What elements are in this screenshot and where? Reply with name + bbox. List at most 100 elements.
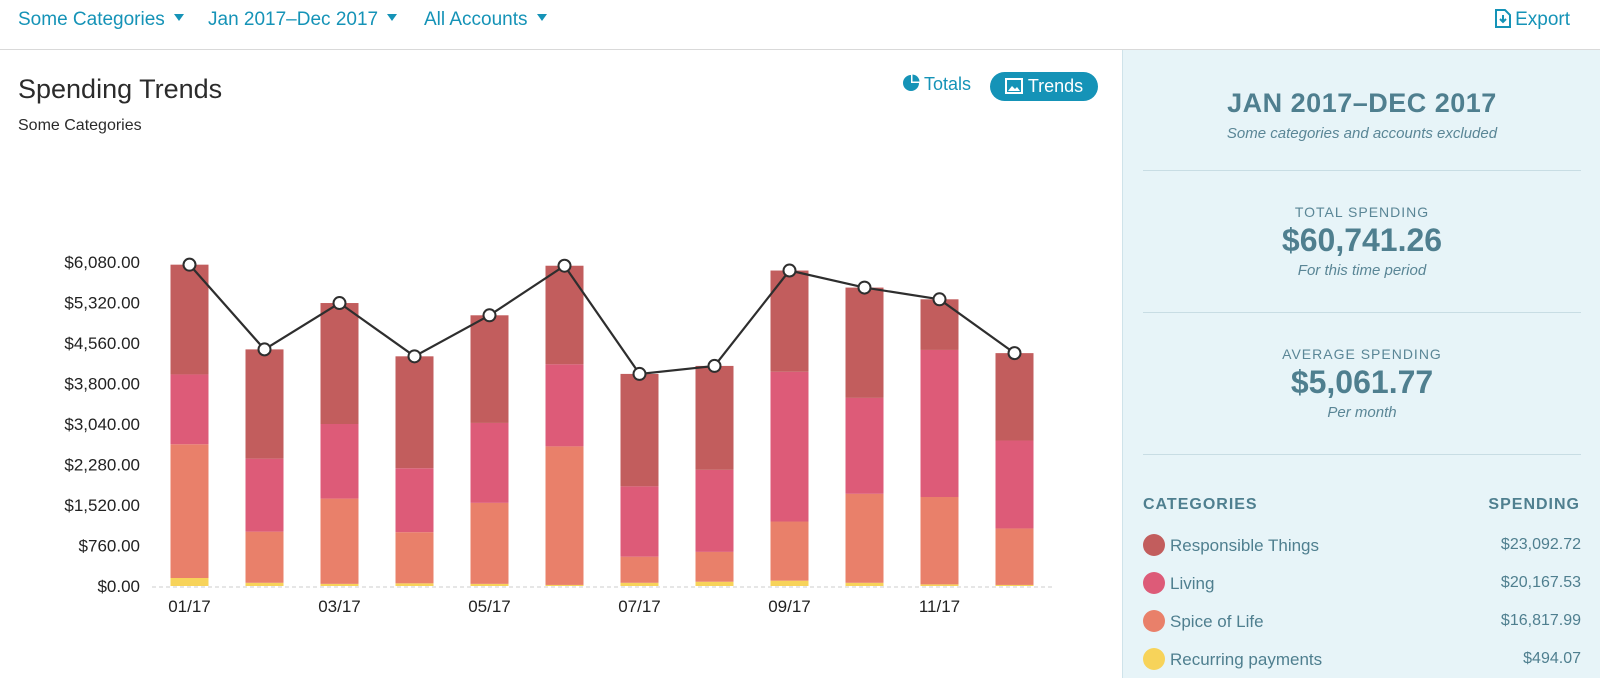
- date-range-dropdown[interactable]: Jan 2017–Dec 2017: [208, 9, 398, 31]
- category-row-recurring-payments[interactable]: Recurring payments $494.07: [1143, 648, 1581, 672]
- bar-segment-spice-of-life: [920, 497, 959, 585]
- y-tick-label: $6,080.00: [64, 253, 140, 272]
- pie-chart-icon: [903, 74, 920, 91]
- spending-header: SPENDING: [1488, 496, 1580, 513]
- top-filter-bar: Some Categories Jan 2017–Dec 2017 All Ac…: [0, 0, 1600, 50]
- category-name: Recurring payments: [1170, 650, 1323, 669]
- total-point: [932, 292, 947, 307]
- bar-segment-recurring-payments: [695, 581, 734, 586]
- y-tick-label: $0.00: [97, 577, 140, 596]
- x-tick-label: 05/17: [468, 597, 511, 616]
- page-title: Spending Trends: [18, 74, 223, 104]
- categories-header: CATEGORIES: [1143, 496, 1258, 513]
- accounts-filter-dropdown[interactable]: All Accounts: [424, 9, 547, 31]
- page-subtitle: Some Categories: [18, 117, 142, 134]
- total-point: [482, 308, 497, 323]
- category-color-dot: [1143, 648, 1165, 670]
- bar-segment-living: [695, 469, 734, 552]
- bar-segment-living: [170, 374, 209, 445]
- y-tick-label: $1,520.00: [64, 496, 140, 515]
- totals-view-button[interactable]: Totals: [902, 74, 971, 95]
- bar-segment-recurring-payments: [845, 582, 884, 586]
- total-point: [1007, 346, 1022, 361]
- total-point: [707, 358, 722, 373]
- bar-segment-spice-of-life: [395, 532, 434, 584]
- period-title: JAN 2017–DEC 2017: [1227, 88, 1497, 118]
- category-filter-dropdown[interactable]: Some Categories: [18, 9, 184, 31]
- bar-segment-spice-of-life: [695, 551, 734, 582]
- chevron-down-icon: [173, 14, 184, 21]
- bar-segment-spice-of-life: [845, 493, 884, 583]
- bar-segment-responsible-things: [170, 264, 209, 375]
- period-note: Some categories and accounts excluded: [1226, 125, 1498, 142]
- average-spending-value: $5,061.77: [1290, 364, 1434, 400]
- total-point: [557, 258, 572, 273]
- bar-segment-responsible-things: [995, 353, 1034, 441]
- bar-segment-responsible-things: [395, 356, 434, 469]
- total-trend-line: [188, 263, 1016, 376]
- bar-segment-responsible-things: [845, 287, 884, 398]
- date-range-label: Jan 2017–Dec 2017: [208, 9, 379, 30]
- y-tick-label: $2,280.00: [64, 456, 140, 475]
- category-filter-label: Some Categories: [18, 9, 165, 30]
- trends-view-label: Trends: [1027, 76, 1084, 96]
- bar-segment-living: [545, 364, 584, 447]
- total-point: [182, 257, 197, 272]
- bar-segment-living: [470, 422, 509, 503]
- summary-sidebar: JAN 2017–DEC 2017 Some categories and ac…: [1122, 50, 1600, 678]
- bar-segment-recurring-payments: [170, 578, 209, 586]
- bar-segment-recurring-payments: [995, 584, 1034, 586]
- bar-segment-living: [320, 424, 359, 499]
- chevron-down-icon: [387, 14, 398, 21]
- bar-segment-recurring-payments: [545, 584, 584, 586]
- total-point: [332, 296, 347, 311]
- bar-segment-recurring-payments: [920, 584, 959, 586]
- total-spending-note: For this time period: [1297, 262, 1427, 279]
- x-tick-label: 03/17: [318, 597, 361, 616]
- accounts-filter-label: All Accounts: [424, 9, 528, 30]
- bar-segment-living: [620, 486, 659, 557]
- bar-segment-recurring-payments: [395, 583, 434, 586]
- bar-segment-responsible-things: [470, 315, 509, 423]
- y-tick-label: $760.00: [79, 537, 140, 556]
- bar-segment-living: [245, 458, 284, 532]
- export-label: Export: [1515, 9, 1570, 30]
- category-row-responsible-things[interactable]: Responsible Things $23,092.72: [1143, 534, 1581, 558]
- divider: [1143, 454, 1581, 455]
- category-color-dot: [1143, 572, 1165, 594]
- bar-segment-responsible-things: [695, 365, 734, 470]
- y-tick-label: $4,560.00: [64, 334, 140, 353]
- bar-segment-spice-of-life: [545, 446, 584, 585]
- bar-segment-living: [395, 468, 434, 533]
- bar-segment-recurring-payments: [470, 583, 509, 586]
- totals-view-label: Totals: [924, 74, 972, 94]
- category-row-spice-of-life[interactable]: Spice of Life $16,817.99: [1143, 610, 1581, 634]
- bar-segment-spice-of-life: [620, 556, 659, 583]
- image-chart-icon: [1004, 78, 1023, 94]
- total-spending-label: TOTAL SPENDING: [1294, 204, 1430, 220]
- category-amount: $16,817.99: [1500, 612, 1581, 629]
- chevron-down-icon: [536, 14, 547, 21]
- average-spending-label: AVERAGE SPENDING: [1282, 346, 1442, 362]
- bar-segment-responsible-things: [245, 349, 284, 459]
- category-row-living[interactable]: Living $20,167.53: [1143, 572, 1581, 596]
- bar-segment-recurring-payments: [770, 580, 809, 586]
- bar-segment-recurring-payments: [620, 582, 659, 586]
- trends-view-button[interactable]: Trends: [990, 72, 1098, 101]
- bar-segment-living: [845, 397, 884, 494]
- bar-segment-recurring-payments: [320, 583, 359, 586]
- bar-segment-responsible-things: [920, 299, 959, 350]
- export-button[interactable]: Export: [1495, 9, 1570, 31]
- category-amount: $494.07: [1523, 650, 1581, 667]
- x-tick-label: 01/17: [168, 597, 211, 616]
- bar-segment-living: [920, 349, 959, 498]
- total-point: [782, 263, 797, 278]
- bar-segment-spice-of-life: [770, 521, 809, 581]
- bar-segment-recurring-payments: [245, 582, 284, 586]
- total-point: [257, 342, 272, 357]
- bar-segment-responsible-things: [320, 303, 359, 424]
- x-tick-label: 07/17: [618, 597, 661, 616]
- spending-trends-chart: $0.00 $760.00 $1,520.00 $2,280.00 $3,040.00 $…: [64, 253, 1052, 616]
- chart-panel: Spending Trends Some Categories Totals T…: [0, 50, 1122, 678]
- y-tick-label: $3,800.00: [64, 375, 140, 394]
